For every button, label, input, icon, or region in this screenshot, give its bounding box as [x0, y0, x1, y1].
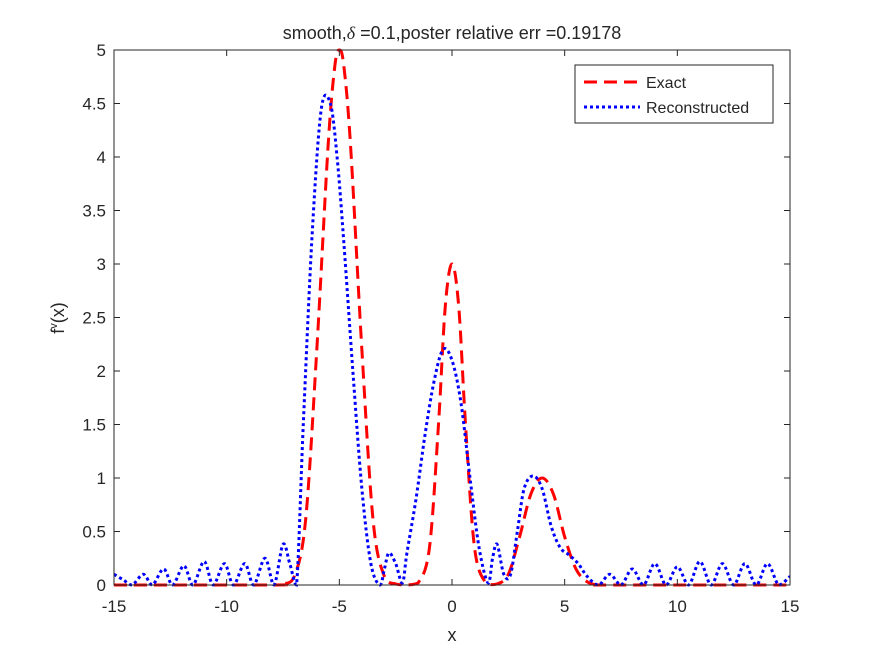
x-tick-label: 10	[668, 597, 687, 616]
y-tick-label: 3.5	[82, 202, 106, 221]
y-tick-label: 0	[97, 576, 106, 595]
legend-label-exact: Exact	[646, 75, 687, 92]
series-line-exact	[114, 48, 790, 587]
series-line-reconstructed	[114, 93, 790, 587]
x-tick-label: -10	[214, 597, 239, 616]
y-tick-label: 2	[97, 362, 106, 381]
plot-area	[114, 50, 790, 585]
legend: Exact Reconstructed	[574, 64, 774, 124]
series-layer	[114, 48, 790, 587]
x-tick-label: 5	[560, 597, 569, 616]
x-tick-label: 0	[447, 597, 456, 616]
x-axis-label: x	[448, 625, 457, 645]
ticks-layer: -15 -10 -5 0 5 10 15 0 0.5 1 1.5 2 2.5 3 3.5 4 4.5 5	[82, 41, 799, 616]
x-tick-label: -5	[332, 597, 347, 616]
y-tick-label: 0.5	[82, 523, 106, 542]
chart-title: smooth,δ =0.1,poster relative err =0.191…	[283, 23, 622, 43]
y-tick-label: 4	[97, 148, 106, 167]
y-axis-label: fv(x)	[48, 302, 68, 334]
y-tick-label: 2.5	[82, 309, 106, 328]
y-tick-label: 5	[97, 41, 106, 60]
legend-label-reconstructed: Reconstructed	[646, 100, 749, 117]
y-tick-label: 3	[97, 255, 106, 274]
y-tick-label: 4.5	[82, 95, 106, 114]
legend-box	[574, 64, 774, 124]
x-tick-label: -15	[102, 597, 127, 616]
y-tick-label: 1.5	[82, 416, 106, 435]
y-tick-label: 1	[97, 469, 106, 488]
x-tick-label: 15	[781, 597, 800, 616]
